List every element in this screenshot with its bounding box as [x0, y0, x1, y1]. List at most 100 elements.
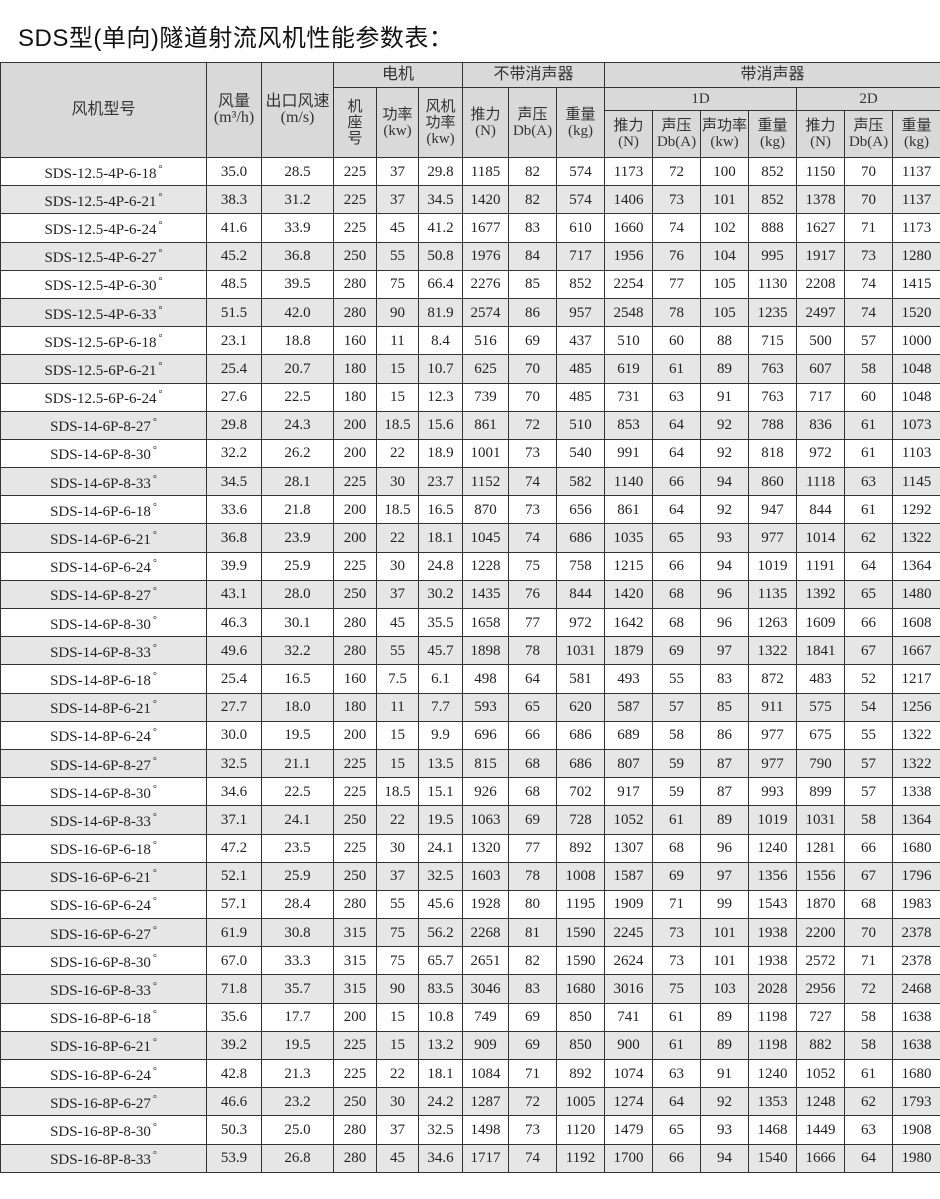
value-cell: 83.5 [417, 974, 464, 1004]
value-cell: 81.9 [417, 297, 464, 328]
header-thrust-unit: (N) [475, 122, 496, 139]
value-cell: 758 [556, 551, 606, 581]
value-cell: 1627 [796, 213, 846, 243]
value-cell: 2574 [462, 297, 510, 328]
value-cell: 72 [508, 1087, 558, 1117]
table-row: SDS-16-6P-6-21 ° 52.1 25.9 250 37 32.5 1603 78 10… [0, 861, 940, 891]
header-outlet-speed-label: 出口风速 [265, 93, 330, 110]
value-cell: 69 [652, 861, 702, 891]
value-cell: 1680 [892, 1058, 940, 1089]
value-cell: 28.5 [261, 156, 334, 187]
model-cell: SDS-14-6P-6-24 ° [0, 551, 207, 581]
value-cell: 103 [700, 974, 750, 1004]
value-cell: 872 [748, 664, 798, 694]
value-cell: 61 [652, 1002, 702, 1032]
value-cell: 2028 [748, 974, 798, 1004]
table-row: SDS-14-6P-8-33 ° 49.6 32.2 280 55 45.7 1898 78 10… [0, 636, 940, 666]
value-cell: 1980 [892, 1143, 940, 1173]
degree-mark: ° [158, 276, 163, 288]
model-cell: SDS-16-6P-8-30 ° [0, 946, 207, 976]
value-cell: 1680 [556, 974, 606, 1004]
value-cell: 483 [796, 664, 846, 694]
model-cell: SDS-12.5-6P-6-18 ° [0, 326, 207, 356]
table-row: SDS-16-6P-8-30 ° 67.0 33.3 315 75 65.7 2651 82 15… [0, 946, 940, 976]
value-cell: 200 [333, 1002, 377, 1032]
value-cell: 64 [652, 410, 702, 440]
value-cell: 18.9 [417, 438, 464, 469]
table-row: SDS-16-8P-8-30 ° 50.3 25.0 280 37 32.5 1498 73 11… [0, 1115, 940, 1145]
value-cell: 892 [556, 833, 606, 863]
value-cell: 1145 [892, 467, 940, 497]
value-cell: 57 [652, 692, 702, 722]
value-cell: 64 [652, 495, 702, 525]
value-cell: 1909 [604, 889, 654, 920]
value-cell: 1420 [462, 185, 510, 215]
value-cell: 89 [700, 354, 750, 384]
model-name: SDS-14-6P-8-30 [50, 785, 151, 802]
value-cell: 1287 [462, 1087, 510, 1117]
value-cell: 516 [462, 326, 510, 356]
value-cell: 200 [333, 720, 377, 750]
value-cell: 25.9 [261, 861, 334, 891]
value-cell: 20.7 [261, 354, 334, 384]
table-row: SDS-16-8P-6-21 ° 39.2 19.5 225 15 13.2 909 69 850… [0, 1030, 940, 1061]
value-cell: 1356 [748, 861, 798, 891]
value-cell: 850 [556, 1002, 606, 1032]
value-cell: 225 [333, 156, 377, 187]
value-cell: 38.3 [206, 185, 262, 215]
value-cell: 225 [333, 777, 377, 807]
header-outlet-speed: 出口风速 (m/s) [261, 62, 334, 158]
value-cell: 39.9 [206, 551, 262, 581]
model-cell: SDS-14-8P-6-18 ° [0, 664, 207, 694]
value-cell: 61 [844, 495, 894, 525]
value-cell: 75 [376, 946, 419, 976]
value-cell: 24.3 [261, 410, 334, 440]
model-cell: SDS-14-6P-6-21 ° [0, 523, 207, 553]
value-cell: 94 [700, 467, 750, 497]
table-row: SDS-12.5-6P-6-18 ° 23.1 18.8 160 11 8.4 516 69 43… [0, 326, 940, 356]
value-cell: 83 [508, 213, 558, 243]
table-row: SDS-16-6P-8-33 ° 71.8 35.7 315 90 83.5 3046 83 16… [0, 974, 940, 1004]
value-cell: 485 [556, 382, 606, 412]
value-cell: 21.8 [261, 495, 334, 525]
value-cell: 715 [748, 326, 798, 356]
value-cell: 26.2 [261, 438, 334, 469]
model-name: SDS-14-6P-6-24 [50, 560, 151, 577]
value-cell: 22 [376, 523, 419, 553]
value-cell: 78 [508, 636, 558, 666]
value-cell: 19.5 [261, 720, 334, 750]
value-cell: 102 [700, 213, 750, 243]
value-cell: 763 [748, 382, 798, 412]
value-cell: 1173 [604, 156, 654, 187]
value-cell: 61 [844, 410, 894, 440]
value-cell: 63 [844, 467, 894, 497]
table-row: SDS-12.5-4P-6-30 ° 48.5 39.5 280 75 66.4 2276 85… [0, 269, 940, 299]
value-cell: 86 [508, 297, 558, 328]
value-cell: 1052 [796, 1058, 846, 1089]
header-2d-weight: 重量 (kg) [892, 110, 940, 158]
header-frame: 机座号 [333, 87, 377, 158]
value-cell: 92 [700, 438, 750, 469]
value-cell: 89 [700, 1002, 750, 1032]
table-row: SDS-12.5-4P-6-18 ° 35.0 28.5 225 37 29.8 1185 82… [0, 156, 940, 187]
model-name: SDS-16-8P-8-30 [50, 1123, 151, 1140]
value-cell: 39.5 [261, 269, 334, 299]
value-cell: 1677 [462, 213, 510, 243]
model-cell: SDS-12.5-6P-6-24 ° [0, 382, 207, 412]
value-cell: 1063 [462, 805, 510, 835]
value-cell: 32.2 [261, 636, 334, 666]
model-name: SDS-14-6P-8-30 [50, 616, 151, 633]
value-cell: 911 [748, 692, 798, 722]
model-name: SDS-12.5-4P-6-18 [44, 165, 157, 182]
value-cell: 65.7 [417, 946, 464, 976]
model-cell: SDS-14-6P-8-30 ° [0, 777, 207, 807]
value-cell: 836 [796, 410, 846, 440]
value-cell: 1638 [892, 1002, 940, 1032]
value-cell: 844 [556, 579, 606, 610]
model-name: SDS-14-6P-8-30 [50, 447, 151, 464]
degree-mark: ° [152, 727, 157, 739]
value-cell: 1130 [748, 269, 798, 299]
value-cell: 1603 [462, 861, 510, 891]
value-cell: 1796 [892, 861, 940, 891]
value-cell: 2276 [462, 269, 510, 299]
